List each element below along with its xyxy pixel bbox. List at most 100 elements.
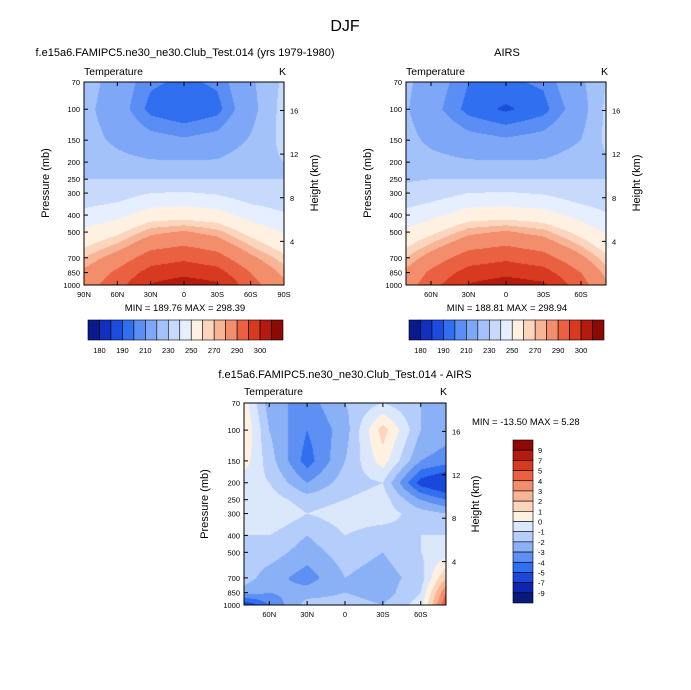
colorbar-box: [87, 319, 100, 341]
x-tick-label: 60N: [424, 290, 438, 299]
colorbar-label: -2: [538, 538, 545, 547]
panel-units-label: K: [279, 66, 286, 78]
x-tick-label: 0: [504, 290, 508, 299]
y-tick-label: 1000: [63, 281, 80, 290]
colorbar-box: [512, 541, 534, 553]
colorbar-box: [569, 319, 582, 341]
colorbar-box: [110, 319, 123, 341]
colorbar-box: [512, 511, 534, 522]
y-tick-label: 500: [389, 228, 402, 237]
colorbar-box: [236, 319, 249, 341]
contour-fill: [84, 82, 284, 285]
colorbar-box: [259, 319, 272, 341]
x-tick-label: 0: [343, 610, 347, 619]
difference-panel: f.e15a6.FAMIPC5.ne30_ne30.Club_Test.014 …: [199, 369, 580, 619]
colorbar-label: 230: [483, 346, 496, 355]
y-tick-label: 850: [227, 589, 240, 598]
y2-tick-label: 8: [612, 194, 616, 203]
y-tick-label: 100: [389, 105, 402, 114]
y-tick-label: 500: [227, 548, 240, 557]
y-tick-label: 70: [72, 78, 80, 87]
contour-fill: [244, 403, 446, 605]
colorbar-label: 290: [231, 346, 244, 355]
colorbar-box: [202, 319, 215, 341]
y-tick-label: 150: [227, 457, 240, 466]
colorbar-box: [592, 319, 605, 341]
colorbar: 180 190 210 230 250 270 290 300: [87, 319, 284, 355]
colorbar-box: [512, 460, 534, 471]
panel-minmax: MIN = 189.76 MAX = 298.39: [125, 303, 245, 314]
x-tick-label: 60N: [262, 610, 276, 619]
y-tick-label: 100: [227, 426, 240, 435]
colorbar-label: 290: [552, 346, 565, 355]
colorbar-box: [190, 319, 204, 341]
y-tick-label: 850: [67, 269, 80, 278]
y-tick-label: 700: [389, 254, 402, 263]
colorbar-label: 9: [538, 446, 542, 455]
panel-minmax: MIN = 188.81 MAX = 298.94: [447, 303, 567, 314]
colorbar-box: [546, 319, 559, 341]
colorbar-box: [179, 319, 192, 341]
colorbar-box: [122, 319, 135, 341]
colorbar-label: 270: [529, 346, 542, 355]
y-tick-label: 300: [227, 510, 240, 519]
y-tick-label: 200: [67, 158, 80, 167]
colorbar-box: [248, 319, 261, 341]
colorbar-label: 270: [208, 346, 221, 355]
x-tick-label: 60S: [244, 290, 257, 299]
y-tick-label: 300: [389, 189, 402, 198]
x-tick-label: 30S: [537, 290, 550, 299]
x-tick-label: 90N: [77, 290, 91, 299]
colorbar-label: -9: [538, 589, 545, 598]
y2-tick-label: 4: [452, 558, 456, 567]
colorbar-box: [431, 319, 444, 341]
contour-field: [406, 82, 606, 285]
y-tick-label: 1000: [223, 601, 240, 610]
colorbar-box: [512, 582, 534, 594]
colorbar-label: 300: [254, 346, 267, 355]
x-tick-label: 60N: [110, 290, 124, 299]
y-tick-label: 70: [394, 78, 402, 87]
colorbar-box: [466, 319, 479, 341]
colorbar-box: [408, 319, 421, 341]
panel-minmax: MIN = -13.50 MAX = 5.28: [472, 417, 580, 428]
colorbar-box: [512, 551, 534, 563]
y2-tick-label: 4: [612, 237, 616, 246]
y-axis-label: Pressure (mb): [40, 148, 52, 218]
colorbar-label: -1: [538, 528, 545, 537]
x-tick-label: 60S: [414, 610, 427, 619]
axes: 70 100 150 200 250 300 400 500 700 850 1000 4 8 12 16 9…: [63, 78, 298, 299]
colorbar-box: [477, 319, 490, 341]
x-tick-label: 30S: [211, 290, 224, 299]
colorbar-label: 3: [538, 487, 542, 496]
axes: 70 100 150 200 250 300 400 500 700 850 1000 4 8 12 16 6…: [385, 78, 620, 299]
x-tick-label: 30S: [376, 610, 389, 619]
y-tick-label: 1000: [385, 281, 402, 290]
y2-axis-label: Height (km): [631, 155, 643, 212]
colorbar-box: [512, 500, 534, 512]
colorbar-label: 190: [437, 346, 450, 355]
colorbar-box: [488, 319, 502, 341]
y-tick-label: 850: [389, 269, 402, 278]
y-tick-label: 250: [227, 496, 240, 505]
colorbar-box: [213, 319, 226, 341]
model-panel: f.e15a6.FAMIPC5.ne30_ne30.Club_Test.014 …: [35, 47, 334, 355]
panel-variable-label: Temperature: [244, 386, 303, 398]
colorbar-box: [512, 572, 534, 583]
y2-tick-label: 8: [452, 514, 456, 523]
y-tick-label: 200: [389, 158, 402, 167]
colorbar-label: -3: [538, 548, 545, 557]
colorbar-box: [99, 319, 112, 341]
colorbar-box: [580, 319, 593, 341]
x-tick-label: 30N: [462, 290, 476, 299]
colorbar-label: 210: [460, 346, 473, 355]
colorbar-box: [534, 319, 547, 341]
y-tick-label: 250: [67, 175, 80, 184]
panel-title: f.e15a6.FAMIPC5.ne30_ne30.Club_Test.014 …: [218, 369, 471, 381]
colorbar-box: [512, 490, 534, 502]
colorbar-label: -5: [538, 568, 545, 577]
colorbar-box: [133, 319, 146, 341]
colorbar: 180 190 210 230 250 270 290 300: [408, 319, 605, 355]
y-tick-label: 250: [389, 175, 402, 184]
y2-axis-label: Height (km): [470, 476, 482, 533]
